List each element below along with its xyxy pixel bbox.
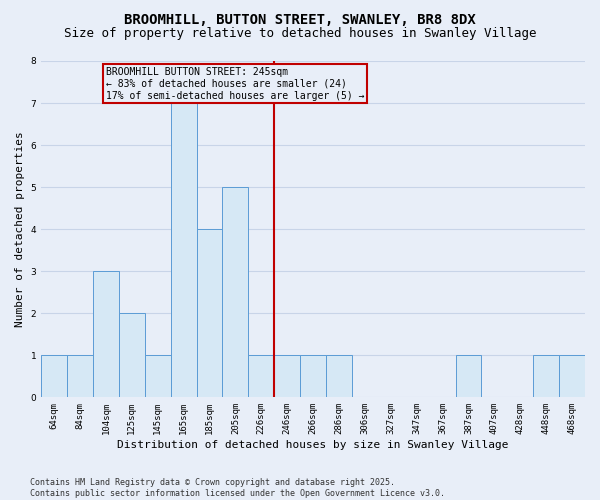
Bar: [274, 356, 300, 398]
Bar: [197, 229, 223, 398]
Bar: [223, 187, 248, 398]
Bar: [170, 103, 197, 398]
Y-axis label: Number of detached properties: Number of detached properties: [15, 132, 25, 327]
Text: Contains HM Land Registry data © Crown copyright and database right 2025.
Contai: Contains HM Land Registry data © Crown c…: [30, 478, 445, 498]
Bar: [67, 356, 93, 398]
Bar: [300, 356, 326, 398]
Bar: [119, 313, 145, 398]
Bar: [248, 356, 274, 398]
Bar: [326, 356, 352, 398]
Text: Size of property relative to detached houses in Swanley Village: Size of property relative to detached ho…: [64, 28, 536, 40]
Bar: [41, 356, 67, 398]
Text: BROOMHILL, BUTTON STREET, SWANLEY, BR8 8DX: BROOMHILL, BUTTON STREET, SWANLEY, BR8 8…: [124, 12, 476, 26]
Bar: [455, 356, 481, 398]
Bar: [93, 271, 119, 398]
Bar: [145, 356, 170, 398]
Bar: [533, 356, 559, 398]
X-axis label: Distribution of detached houses by size in Swanley Village: Distribution of detached houses by size …: [118, 440, 509, 450]
Bar: [559, 356, 585, 398]
Text: BROOMHILL BUTTON STREET: 245sqm
← 83% of detached houses are smaller (24)
17% of: BROOMHILL BUTTON STREET: 245sqm ← 83% of…: [106, 68, 364, 100]
